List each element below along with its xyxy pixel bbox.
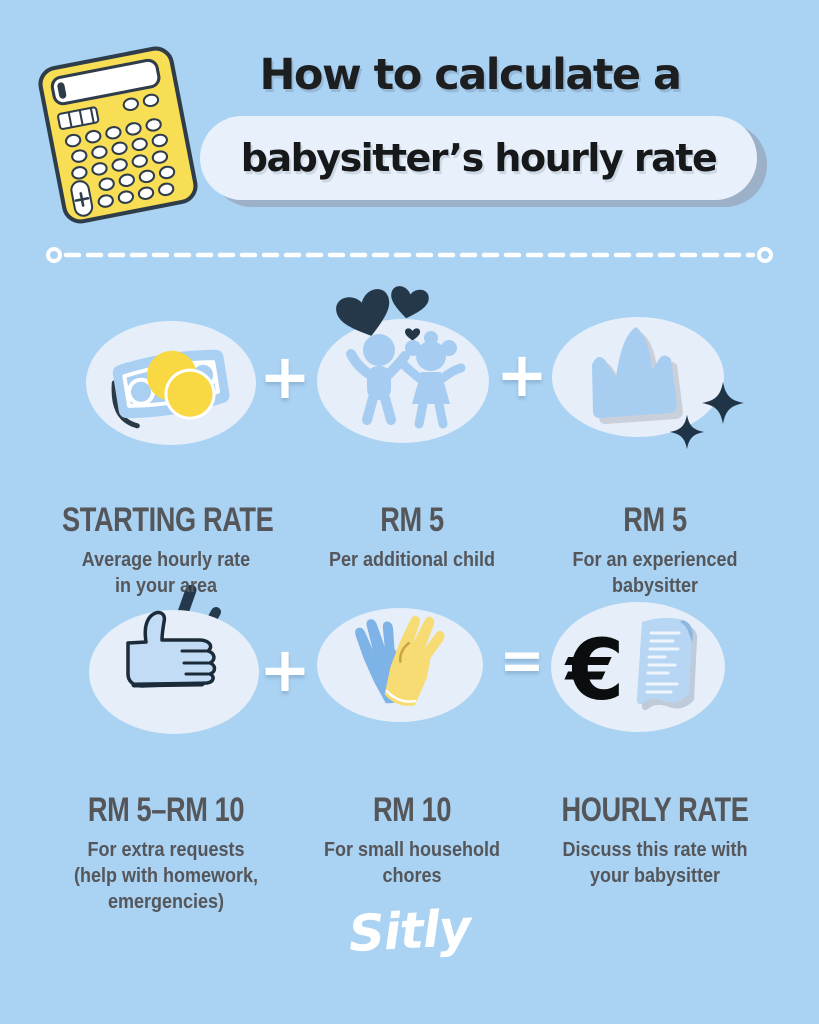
step-description: For extra requests (help with homework, … (73, 838, 258, 913)
page-title-line-2: babysitter’s hourly rate (240, 136, 718, 180)
step-additional-child: RM 5 Per additional child (282, 501, 542, 573)
step-description: Average hourly rate in your area (81, 548, 251, 597)
rubber-gloves-icon (317, 607, 483, 723)
dashed-divider (46, 247, 773, 263)
step-experienced-babysitter: RM 5 For an experienced babysitter (525, 501, 785, 599)
title-pill: babysitter’s hourly rate (200, 116, 757, 200)
children-icon (317, 280, 489, 444)
thumbs-up-icon (88, 584, 260, 735)
calculator-icon-svg (38, 46, 198, 224)
sparkles-icon (669, 382, 744, 450)
step-heading: RM 5 (380, 501, 444, 539)
step-extra-requests: RM 5–RM 10 For extra requests (help with… (36, 791, 296, 915)
plus-operator-1: + (259, 340, 311, 413)
step-heading: HOURLY RATE (561, 791, 749, 829)
hearts-icon (336, 286, 429, 341)
step-hourly-rate: HOURLY RATE Discuss this rate with your … (525, 791, 785, 889)
equals-operator: = (499, 629, 545, 692)
step-description: Per additional child (328, 548, 496, 571)
page-title-line-1: How to calculate a (259, 50, 682, 100)
step-household-chores: RM 10 For small household chores (282, 791, 542, 889)
euro-sign: € (564, 621, 624, 719)
step-starting-rate: STARTING RATE Average hourly rate in you… (36, 501, 296, 599)
step-description: For small household chores (323, 838, 501, 887)
step-description: For an experienced babysitter (572, 548, 738, 597)
step-heading: RM 5–RM 10 (87, 791, 245, 829)
step-heading: RM 10 (372, 791, 452, 829)
plus-operator-2: + (496, 338, 548, 411)
money-icon (85, 320, 257, 446)
crown-sparkles-icon (552, 315, 748, 465)
step-heading: RM 5 (623, 501, 687, 539)
step-description: Discuss this rate with your babysitter (562, 838, 748, 887)
plus-operator-3: + (259, 633, 311, 706)
euro-receipt-icon: € (550, 602, 726, 733)
calculator-icon (34, 42, 202, 228)
step-heading: STARTING RATE (62, 501, 274, 539)
